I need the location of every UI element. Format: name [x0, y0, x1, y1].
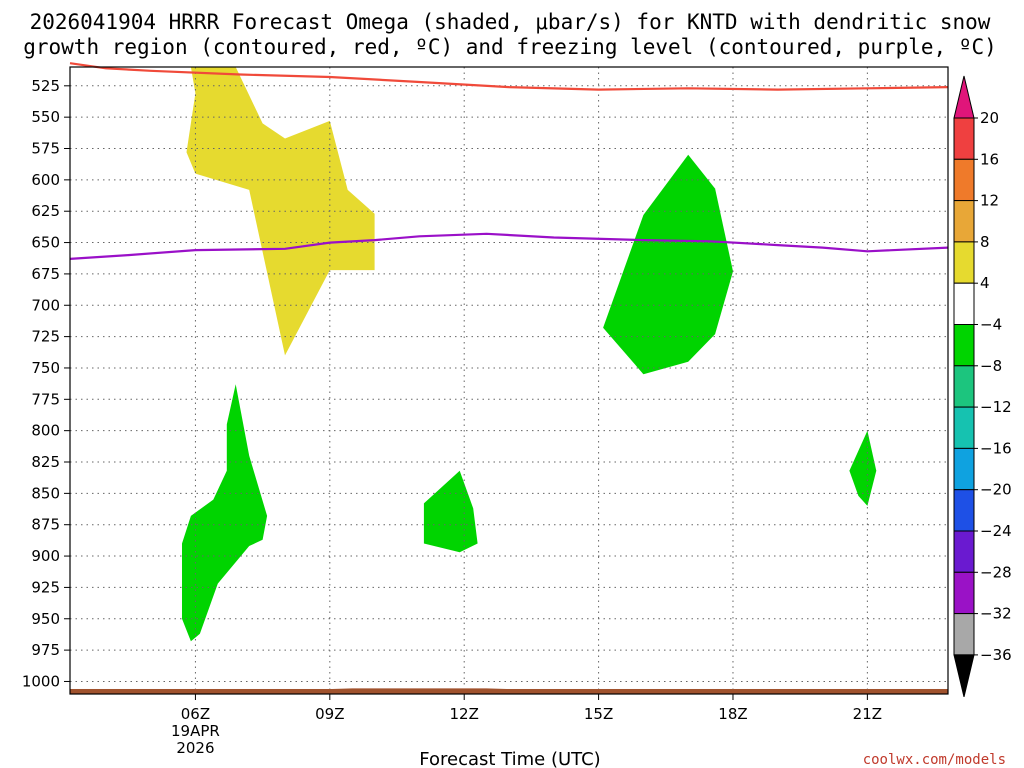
colorbar-label-12: −32 [980, 605, 1012, 623]
colorbar-swatch-7 [953, 406, 975, 449]
y-tick-label-550: 550 [31, 108, 60, 126]
surface-band-fill [70, 688, 948, 694]
x-tick-label-21Z: 21Z [853, 705, 882, 723]
colorbar-top-arrow [953, 75, 975, 119]
colorbar-swatch-11 [953, 571, 975, 615]
plot-border [69, 66, 949, 695]
chart-title-line-1: 2026041904 HRRR Forecast Omega (shaded, … [30, 10, 991, 34]
colorbar-label-11: −28 [980, 563, 1012, 581]
colorbar-label-6: −8 [980, 357, 1002, 375]
colorbar-swatch-8 [953, 447, 975, 491]
colorbar-swatch-10 [953, 530, 975, 573]
colorbar-label-4: 4 [980, 274, 990, 292]
colorbar-swatch-3 [953, 241, 975, 284]
y-tick-label-600: 600 [31, 171, 60, 189]
colorbar-label-3: 8 [980, 233, 990, 251]
omega-negative-4-8-low-left [182, 384, 268, 642]
omega-negative-4-8-east [603, 154, 733, 375]
colorbar-swatch-0 [953, 117, 975, 160]
colorbar-swatch-9 [953, 489, 975, 532]
x-tick-label-06Z: 06Z [181, 705, 210, 723]
y-tick-label-875: 875 [31, 516, 60, 534]
y-tick-label-750: 750 [31, 359, 60, 377]
x-tick-label-18Z: 18Z [718, 705, 747, 723]
y-tick-label-775: 775 [31, 390, 60, 408]
colorbar-label-10: −24 [980, 522, 1012, 540]
y-tick-label-825: 825 [31, 453, 60, 471]
chart-title-line-2: growth region (contoured, red, ºC) and f… [23, 35, 997, 59]
shaded-omega-regions [182, 67, 877, 642]
y-tick-label-925: 925 [31, 578, 60, 596]
colorbar-swatch-1 [953, 158, 975, 202]
y-tick-label-625: 625 [31, 202, 60, 220]
colorbar-swatch-2 [953, 200, 975, 243]
x-axis-label: Forecast Time (UTC) [419, 749, 600, 768]
colorbar-label-5: −4 [980, 316, 1002, 334]
y-tick-label-525: 525 [31, 77, 60, 95]
colorbar-label-13: −36 [980, 646, 1012, 664]
colorbar-bottom-arrow [953, 654, 975, 698]
y-tick-label-800: 800 [31, 422, 60, 440]
omega-negative-4-8-right [849, 430, 877, 506]
y-tick-label-975: 975 [31, 641, 60, 659]
colorbar-label-0: 20 [980, 109, 999, 127]
colorbar-label-9: −20 [980, 481, 1012, 499]
contour-lines [69, 62, 949, 260]
x-tick-sublabel-06Z-1: 2026 [176, 739, 214, 757]
grid-lines [70, 67, 948, 694]
y-axis-ticks: 525 550 575 600 625 650 675 700 725 750 775 800 825 8… [22, 77, 70, 690]
x-tick-label-09Z: 09Z [315, 705, 344, 723]
colorbar-swatch-6 [953, 365, 975, 408]
surface-band-hump [332, 688, 507, 689]
colorbar: 20 16 12 8 4 −4 −8 −12 −16 −20 −24 −28 −32 −36 [953, 75, 1012, 698]
dendritic-snow-growth-boundary [69, 62, 949, 91]
colorbar-label-8: −16 [980, 439, 1012, 457]
plot-frame [69, 66, 949, 695]
colorbar-swatch-12 [953, 613, 975, 656]
x-tick-label-12Z: 12Z [450, 705, 479, 723]
y-tick-label-700: 700 [31, 296, 60, 314]
x-tick-label-15Z: 15Z [584, 705, 613, 723]
y-tick-label-575: 575 [31, 140, 60, 158]
y-tick-label-650: 650 [31, 234, 60, 252]
omega-positive-4-8 [186, 67, 375, 356]
y-tick-label-675: 675 [31, 265, 60, 283]
colorbar-swatch-4 [953, 282, 975, 326]
y-tick-label-950: 950 [31, 610, 60, 628]
y-tick-label-850: 850 [31, 484, 60, 502]
colorbar-label-2: 12 [980, 192, 999, 210]
y-tick-label-1000: 1000 [22, 672, 60, 690]
colorbar-swatch-5 [953, 324, 975, 367]
y-tick-label-725: 725 [31, 328, 60, 346]
credit-text: coolwx.com/models [863, 752, 1006, 768]
colorbar-label-1: 16 [980, 150, 999, 168]
freezing-level [69, 232, 949, 260]
colorbar-label-7: −12 [980, 398, 1012, 416]
y-tick-label-900: 900 [31, 547, 60, 565]
x-tick-sublabel-06Z-0: 19APR [171, 722, 220, 740]
surface-band [70, 688, 948, 694]
